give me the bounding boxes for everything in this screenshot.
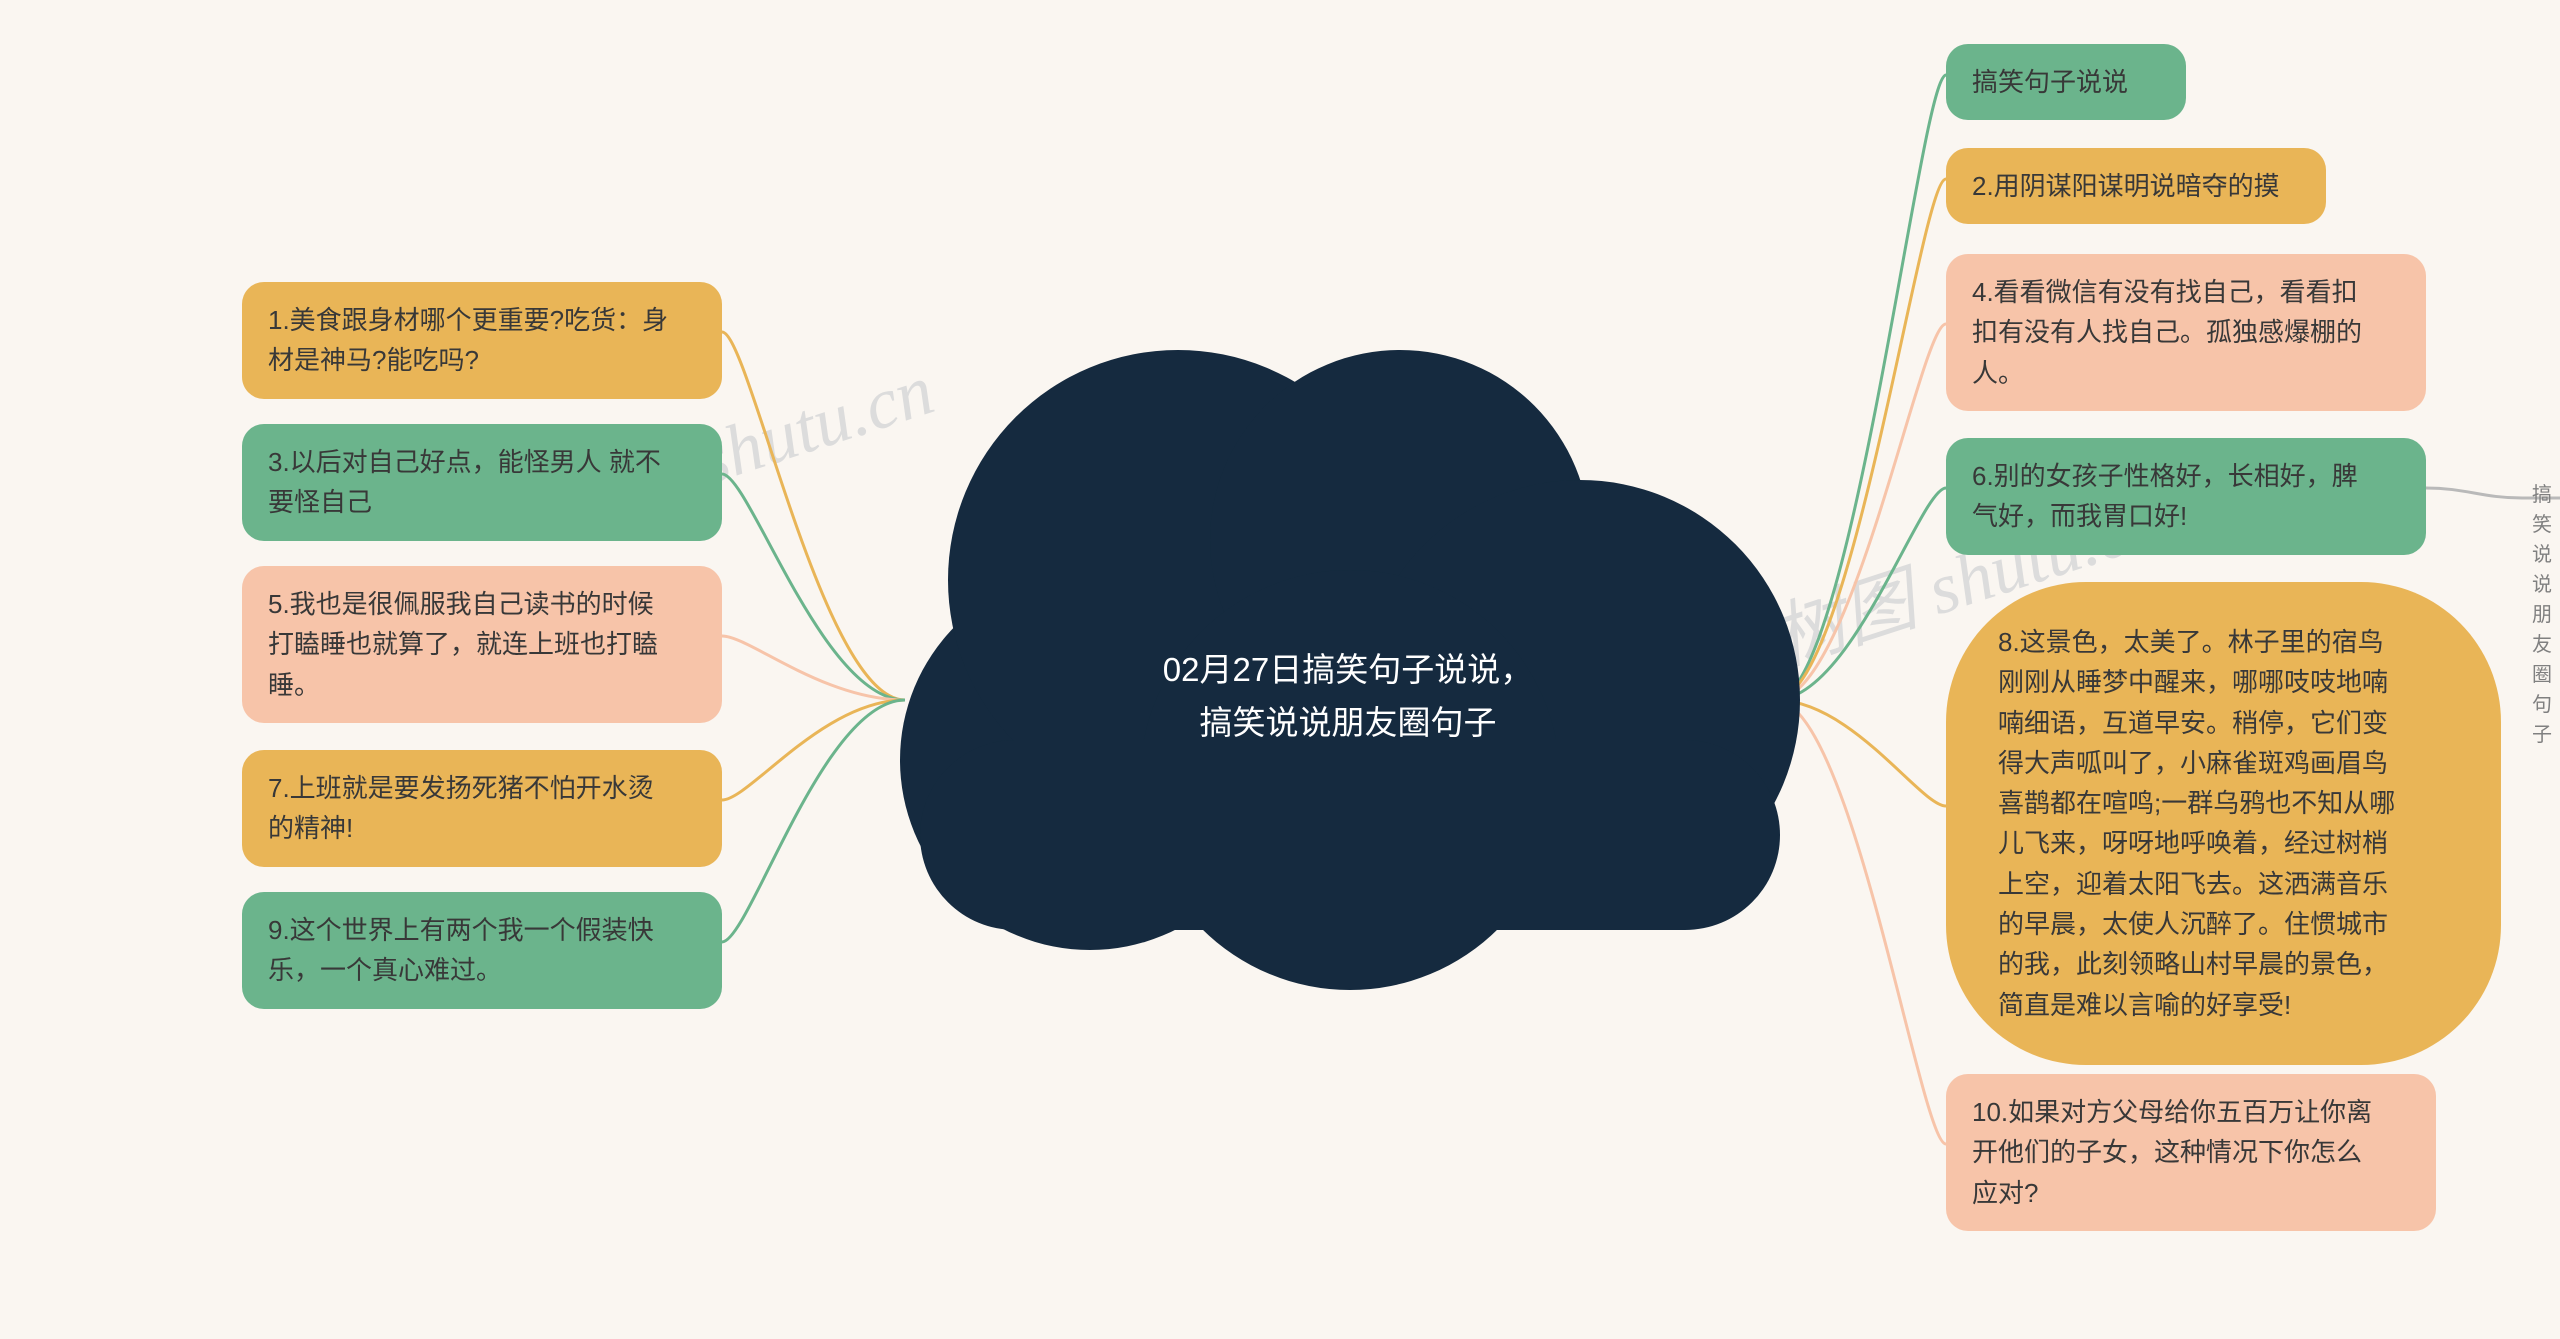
right-node-r10: 10.如果对方父母给你五百万让你离 开他们的子女，这种情况下你怎么 应对?	[1946, 1074, 2436, 1231]
left-node-l7: 7.上班就是要发扬死猪不怕开水烫 的精神!	[242, 750, 722, 867]
right-node-r6: 6.别的女孩子性格好，长相好，脾 气好，而我胃口好!	[1946, 438, 2426, 555]
center-title: 02月27日搞笑句子说说， 搞笑说说朋友圈句子	[1118, 644, 1578, 750]
left-node-l3: 3.以后对自己好点，能怪男人 就不 要怪自己	[242, 424, 722, 541]
right-node-r2: 2.用阴谋阳谋明说暗夺的摸	[1946, 148, 2326, 224]
left-node-l9: 9.这个世界上有两个我一个假装快 乐，一个真心难过。	[242, 892, 722, 1009]
left-node-l5: 5.我也是很佩服我自己读书的时候 打瞌睡也就算了，就连上班也打瞌 睡。	[242, 566, 722, 723]
right-node-r4: 4.看看微信有没有找自己，看看扣 扣有没有人找自己。孤独感爆棚的 人。	[1946, 254, 2426, 411]
leaf-label: 搞笑说说朋友圈句子	[2532, 480, 2552, 750]
right-node-r8: 8.这景色，太美了。林子里的宿鸟 刚刚从睡梦中醒来，哪哪吱吱地喃 喃细语，互道早…	[1946, 582, 2501, 1065]
right-node-r_top: 搞笑句子说说	[1946, 44, 2186, 120]
left-node-l1: 1.美食跟身材哪个更重要?吃货：身 材是神马?能吃吗?	[242, 282, 722, 399]
mindmap-canvas: 树图 shutu.cn树图 shutu.cn 02月27日搞笑句子说说， 搞笑说…	[0, 0, 2560, 1339]
